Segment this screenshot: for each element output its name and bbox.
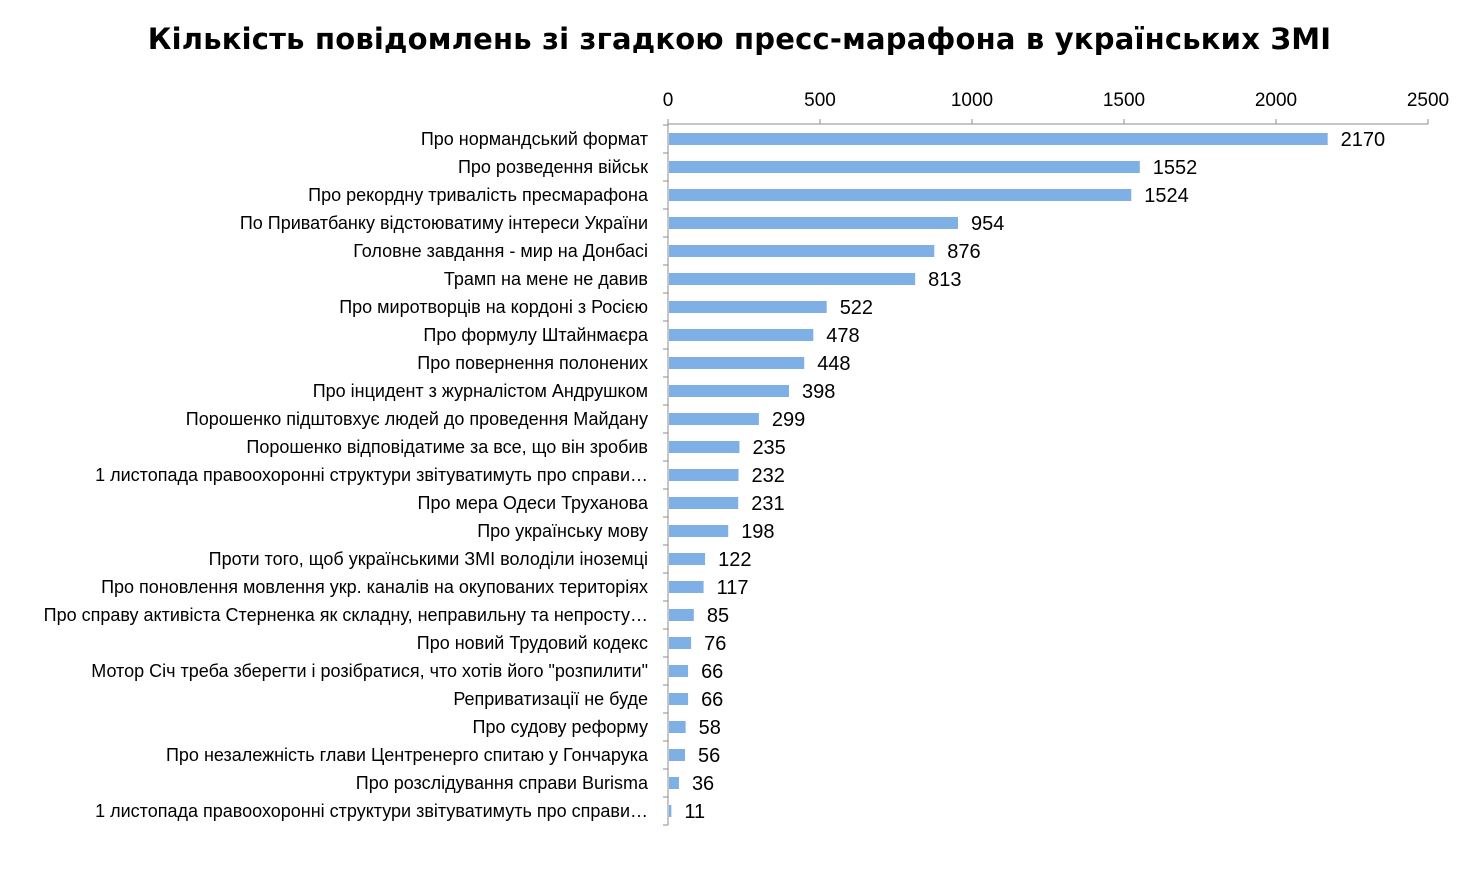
bar <box>669 777 679 789</box>
category-label: Про інцидент з журналістом Андрушком <box>313 381 648 401</box>
bar <box>669 609 694 621</box>
category-labels: Про нормандський формат Про розведення ві… <box>44 129 649 821</box>
category-label: Мотор Січ треба зберегти і розібратися, … <box>91 661 648 681</box>
value-label: 198 <box>741 521 774 543</box>
bar <box>669 525 729 537</box>
value-label: 58 <box>699 717 721 739</box>
category-label: Про судову реформу <box>473 717 648 737</box>
category-label: Головне завдання - мир на Донбасі <box>353 241 648 261</box>
bar <box>669 581 704 593</box>
value-label: 478 <box>826 325 859 347</box>
category-label: Про мера Одеси Труханова <box>418 493 649 513</box>
value-labels: 2170 1552 1524 954 876 813 522 478 448 398 299 235 2… <box>684 129 1385 823</box>
value-label: 66 <box>701 661 723 683</box>
bars <box>669 133 1328 817</box>
bar <box>669 469 739 481</box>
category-label: Про повернення полонених <box>417 353 648 373</box>
category-label: По Приватбанку відстоюватиму інтереси Ук… <box>240 213 648 233</box>
bar <box>669 497 739 509</box>
x-tick-label: 2000 <box>1255 90 1297 111</box>
category-label: Про справу активіста Стерненка як складн… <box>44 605 648 625</box>
value-label: 876 <box>947 241 980 263</box>
value-label: 522 <box>840 297 873 319</box>
category-label: Про розведення військ <box>458 157 648 177</box>
bar <box>669 413 759 425</box>
bar <box>669 189 1132 201</box>
x-tick-label: 0 <box>663 90 674 111</box>
bar <box>669 693 689 705</box>
value-label: 122 <box>718 549 751 571</box>
category-label: Про розслідування справи Burisma <box>356 773 649 793</box>
bar <box>669 749 686 761</box>
bar <box>669 161 1140 173</box>
bar <box>669 217 959 229</box>
category-label: Про незалежність глави Центренерго спита… <box>166 745 649 765</box>
value-label: 2170 <box>1341 129 1386 151</box>
chart-title: Кількість повідомлень зі згадкою пресс-м… <box>147 22 1332 56</box>
x-tick-label: 1500 <box>1103 90 1145 111</box>
bar <box>669 357 805 369</box>
bar <box>669 301 827 313</box>
value-label: 398 <box>802 381 835 403</box>
value-label: 66 <box>701 689 723 711</box>
value-label: 36 <box>692 773 714 795</box>
value-label: 1552 <box>1153 157 1198 179</box>
category-label: Трамп на мене не давив <box>444 269 648 289</box>
bar <box>669 273 916 285</box>
category-label: Порошенко підштовхує людей до проведення… <box>186 409 648 429</box>
x-tick-label: 2500 <box>1407 90 1449 111</box>
value-label: 85 <box>707 605 729 627</box>
category-label: Реприватизації не буде <box>453 689 648 709</box>
value-label: 1524 <box>1144 185 1189 207</box>
category-label: Про рекордну тривалість пресмарафона <box>308 185 649 205</box>
value-label: 11 <box>684 801 705 823</box>
value-label: 76 <box>704 633 726 655</box>
bar <box>669 805 672 817</box>
category-label: Про нормандський формат <box>421 129 648 149</box>
x-tick-label: 1000 <box>951 90 993 111</box>
value-label: 813 <box>928 269 961 291</box>
value-label: 231 <box>751 493 784 515</box>
category-label: Про українську мову <box>477 521 648 541</box>
value-label: 954 <box>971 213 1004 235</box>
bar <box>669 553 706 565</box>
category-label: Про формулу Штайнмаєра <box>423 325 649 345</box>
bar <box>669 329 814 341</box>
bar <box>669 385 789 397</box>
bar <box>669 245 935 257</box>
category-label: 1 листопада правоохоронні структури звіт… <box>95 801 648 821</box>
bar <box>669 637 692 649</box>
category-label: Проти того, щоб українськими ЗМІ володіл… <box>209 549 648 569</box>
x-tick-label: 500 <box>804 90 836 111</box>
category-label: Про поновлення мовлення укр. каналів на … <box>101 577 648 597</box>
value-label: 232 <box>752 465 785 487</box>
bar <box>669 133 1328 145</box>
value-label: 56 <box>698 745 720 767</box>
value-label: 299 <box>772 409 805 431</box>
value-label: 448 <box>817 353 850 375</box>
category-label: Порошенко відповідатиме за все, що він з… <box>246 437 648 457</box>
category-label: 1 листопада правоохоронні структури звіт… <box>95 465 648 485</box>
bar <box>669 721 686 733</box>
value-label: 235 <box>752 437 785 459</box>
value-label: 117 <box>717 577 749 599</box>
category-label: Про новий Трудовий кодекс <box>417 633 648 653</box>
bar <box>669 441 740 453</box>
x-axis: 0 500 1000 1500 2000 2500 <box>663 90 1449 826</box>
bar <box>669 665 689 677</box>
category-label: Про миротворців на кордоні з Росією <box>339 297 648 317</box>
